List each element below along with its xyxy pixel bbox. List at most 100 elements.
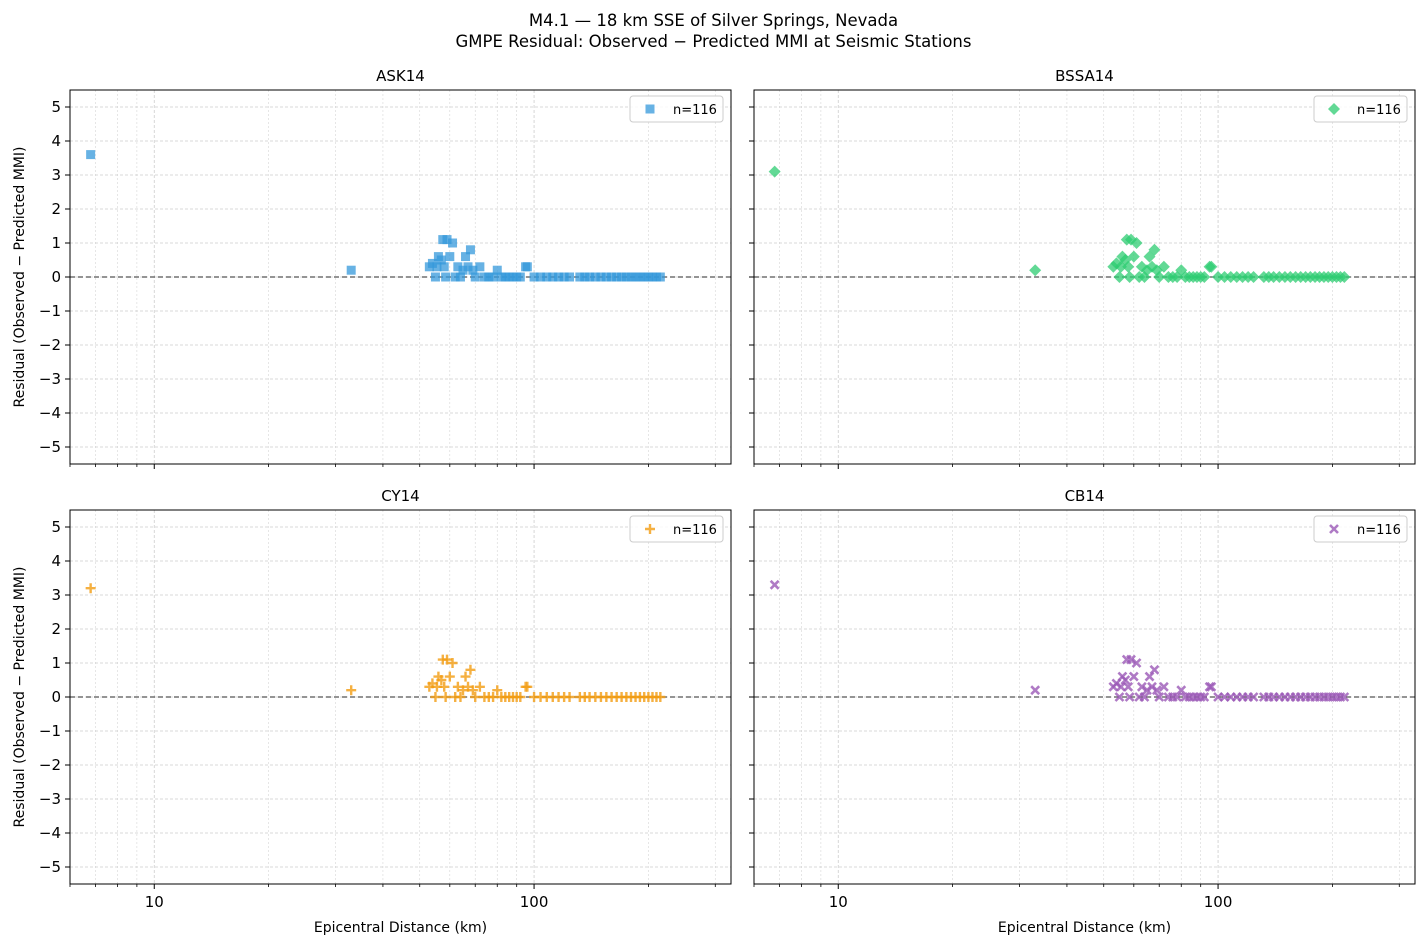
legend: n=116	[1313, 515, 1408, 543]
data-point-60	[655, 272, 665, 282]
legend-box	[629, 95, 724, 123]
panel-title: ASK14	[376, 67, 425, 85]
data-point-legend	[1328, 103, 1340, 115]
data-point-35	[1205, 260, 1218, 273]
data-point-1	[346, 265, 356, 275]
data-point-36	[1212, 271, 1225, 283]
legend: n=116	[1313, 95, 1408, 123]
data-point-0	[768, 165, 781, 178]
y-axis-label: Residual (Observed − Predicted MMI)	[12, 147, 28, 408]
data-point-0	[86, 150, 96, 160]
data-point-37	[536, 272, 546, 282]
data-point-0	[769, 579, 780, 590]
data-point-5	[432, 262, 442, 272]
y-tick-label: −4	[39, 404, 61, 422]
legend: n=116	[629, 95, 724, 123]
data-point-9	[1122, 260, 1135, 273]
legend: n=116	[629, 515, 724, 543]
y-axis-label: Residual (Observed − Predicted MMI)	[12, 567, 28, 828]
data-point-23	[475, 262, 485, 272]
data-point-18	[461, 252, 471, 262]
data-point-60	[1338, 271, 1351, 283]
data-point-35	[522, 262, 532, 272]
data-point-33	[1199, 692, 1210, 702]
data-point-47	[596, 272, 606, 282]
data-point-4	[1113, 271, 1126, 283]
data-point-3	[427, 258, 437, 268]
data-point-11	[442, 654, 453, 665]
data-point-44	[580, 272, 590, 282]
figure-subtitle: GMPE Residual: Observed − Predicted MMI …	[455, 32, 972, 51]
data-point-60	[655, 692, 666, 702]
data-point-26	[1172, 692, 1182, 702]
y-tick-label: 3	[51, 586, 61, 604]
data-point-23	[474, 681, 485, 692]
data-point-23	[1158, 681, 1169, 692]
legend-label: n=116	[1357, 103, 1401, 118]
data-point-12	[1128, 671, 1139, 682]
series-cy14	[85, 583, 666, 702]
data-point-10	[440, 692, 451, 702]
series-cb14	[769, 579, 1350, 702]
data-point-41	[559, 272, 569, 282]
data-point-10	[1123, 271, 1136, 283]
data-point-16	[455, 692, 466, 702]
data-point-12	[444, 671, 455, 682]
data-point-48	[601, 272, 611, 282]
legend-label: n=116	[673, 523, 717, 538]
data-point-42	[564, 692, 575, 702]
data-point-20	[465, 245, 475, 255]
y-tick-label: 2	[51, 200, 61, 218]
data-point-21	[1151, 685, 1162, 696]
data-point-16	[455, 272, 465, 282]
data-point-0	[85, 583, 96, 594]
y-tick-label: −5	[39, 858, 61, 876]
legend-label: n=116	[673, 103, 717, 118]
data-point-1	[1030, 685, 1041, 696]
data-point-23	[1157, 260, 1170, 273]
data-point-18	[1144, 671, 1155, 682]
data-point-7	[1120, 675, 1131, 685]
data-point-legend	[1329, 524, 1339, 534]
data-point-53	[626, 272, 636, 282]
data-point-11	[1126, 654, 1136, 665]
data-point-51	[617, 272, 627, 282]
data-point-50	[612, 272, 622, 282]
data-point-12	[445, 252, 455, 262]
data-point-1	[346, 685, 357, 696]
x-tick-label: 100	[1204, 893, 1233, 911]
y-tick-label: 1	[51, 654, 61, 672]
x-tick-label: 100	[520, 893, 549, 911]
data-point-15	[453, 262, 463, 272]
data-point-7	[436, 255, 446, 265]
data-point-13	[1130, 237, 1143, 249]
legend-box	[629, 515, 724, 543]
data-point-21	[467, 685, 478, 696]
data-point-33	[1198, 271, 1211, 283]
panel-bssa14: BSSA14 n=116	[749, 67, 1416, 469]
data-point-40	[554, 272, 564, 282]
data-point-10	[441, 272, 451, 282]
data-point-22	[470, 692, 481, 702]
data-point-35	[1206, 681, 1217, 692]
series-bssa14	[768, 165, 1351, 283]
data-point-11	[442, 235, 452, 245]
data-point-legend	[645, 104, 655, 114]
data-point-4	[430, 272, 440, 282]
x-axis-label: Epicentral Distance (km)	[314, 920, 487, 936]
panel-cb14: 10 100 Epicentral Distance (km) CB14 n=116	[749, 487, 1416, 936]
data-point-20	[465, 664, 476, 675]
data-point-9	[439, 681, 450, 692]
y-tick-label: −4	[39, 824, 61, 842]
data-point-10	[1124, 692, 1135, 702]
data-point-13	[1131, 658, 1142, 668]
y-tick-label: 1	[51, 234, 61, 252]
data-point-52	[621, 272, 631, 282]
data-point-15	[452, 681, 463, 692]
panel-title: CB14	[1065, 487, 1105, 505]
data-point-5	[1116, 681, 1126, 692]
y-tick-label: 5	[51, 518, 61, 536]
legend-box	[1313, 515, 1408, 543]
data-point-9	[439, 262, 449, 272]
data-point-7	[436, 675, 447, 685]
